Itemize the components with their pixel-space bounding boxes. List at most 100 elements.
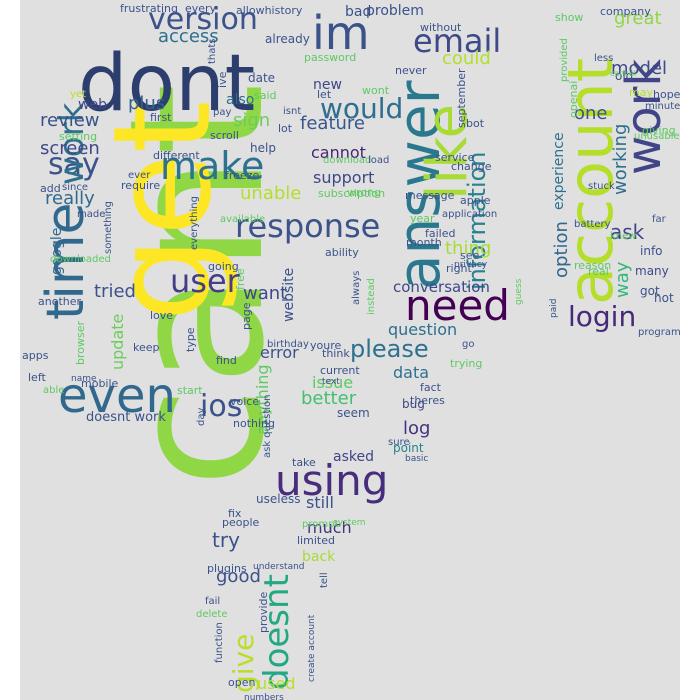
- cloud-word: something: [103, 201, 114, 254]
- cloud-word: freeze: [225, 169, 260, 182]
- cloud-word: way: [612, 261, 633, 298]
- cloud-word: create account: [307, 614, 317, 682]
- cloud-word: current: [320, 364, 360, 377]
- cloud-word: theres: [410, 394, 445, 407]
- cloud-word: point: [393, 441, 424, 455]
- cloud-word: access: [158, 26, 219, 47]
- cloud-word: downloaded: [50, 254, 111, 265]
- cloud-word: delete: [196, 609, 228, 620]
- cloud-word: nothing: [233, 417, 275, 430]
- cloud-word: download: [323, 155, 372, 166]
- cloud-word: start: [177, 384, 203, 397]
- cloud-word: limited: [297, 534, 335, 547]
- cloud-word: also: [226, 92, 255, 108]
- cloud-word: email: [413, 22, 502, 60]
- cloud-word: old: [615, 69, 634, 83]
- cloud-background: [20, 0, 680, 700]
- cloud-word: love: [150, 309, 174, 322]
- cloud-word: application: [442, 209, 498, 220]
- cloud-word: different: [153, 149, 200, 162]
- cloud-word: need: [405, 281, 510, 330]
- cloud-word: say: [48, 147, 100, 182]
- cloud-word: feature: [300, 113, 365, 134]
- cloud-word: issue: [312, 373, 354, 392]
- cloud-word: real: [588, 265, 609, 278]
- cloud-word: im: [312, 6, 370, 60]
- cloud-word: unusable: [634, 131, 680, 142]
- cloud-word: used: [257, 674, 296, 693]
- cloud-word: system: [333, 518, 366, 528]
- cloud-word: month: [406, 236, 442, 249]
- cloud-word: openai: [567, 80, 580, 118]
- cloud-word: using: [275, 456, 389, 505]
- cloud-word: understand: [253, 562, 305, 572]
- cloud-word: hope: [653, 88, 681, 101]
- cloud-word: plugins: [207, 562, 247, 575]
- cloud-word: company: [600, 5, 651, 18]
- cloud-word: name: [71, 374, 97, 384]
- cloud-word: battery: [574, 219, 611, 230]
- cloud-word: bad: [345, 4, 372, 20]
- cloud-word: browser: [74, 320, 87, 365]
- cloud-word: available: [220, 214, 266, 225]
- cloud-word: may: [629, 86, 653, 99]
- cloud-word: info: [640, 244, 663, 258]
- cloud-word: date: [248, 71, 276, 85]
- cloud-word: require: [121, 179, 161, 192]
- cloud-word: seem: [337, 406, 370, 420]
- cloud-word: would: [320, 92, 404, 125]
- cloud-word: problem: [366, 3, 424, 19]
- cloud-word: back: [302, 549, 336, 565]
- cloud-word: message: [405, 189, 455, 202]
- cloud-word: scroll: [210, 129, 239, 142]
- cloud-word: could: [442, 48, 491, 69]
- cloud-word: data: [393, 363, 430, 382]
- cloud-word: cannot: [311, 143, 366, 162]
- cloud-word: google: [49, 227, 65, 275]
- cloud-word: one: [574, 103, 608, 124]
- cloud-word: basic: [405, 454, 429, 464]
- cloud-word: screen: [40, 138, 100, 159]
- cloud-word: guess: [514, 278, 524, 305]
- cloud-word: never: [395, 64, 427, 77]
- cloud-word: change: [451, 160, 492, 173]
- cloud-word: apps: [22, 349, 49, 362]
- cloud-word: web: [78, 97, 107, 113]
- cloud-word: great: [614, 8, 662, 29]
- cloud-word: new: [313, 77, 342, 93]
- cloud-word: fix: [228, 507, 242, 520]
- cloud-word: failed: [425, 227, 456, 240]
- cloud-word: take: [292, 456, 316, 469]
- cloud-word: see: [460, 249, 480, 262]
- cloud-word: type: [184, 327, 197, 352]
- cloud-word: option: [551, 221, 572, 278]
- cloud-word: better: [301, 388, 357, 409]
- cloud-word: error: [260, 343, 299, 362]
- cloud-word: ask: [610, 220, 645, 244]
- cloud-word: find: [216, 354, 237, 367]
- cloud-word: fail: [205, 596, 221, 607]
- cloud-word: bug: [402, 397, 425, 411]
- cloud-word: trying: [450, 357, 483, 370]
- cloud-word: everything: [189, 196, 200, 250]
- cloud-word: mobile: [81, 377, 119, 390]
- cloud-word: go: [462, 339, 475, 350]
- cloud-word: giving: [642, 124, 676, 137]
- cloud-word: tried: [94, 281, 136, 302]
- cloud-word: help: [250, 141, 276, 155]
- cloud-word: log: [403, 418, 431, 439]
- cloud-word: got: [640, 284, 660, 298]
- cloud-word: made: [77, 209, 106, 220]
- cloud-word: said: [254, 89, 277, 102]
- cloud-word: instead: [366, 278, 377, 315]
- cloud-word: without: [420, 21, 462, 34]
- cloud-word: doesnt work: [86, 410, 166, 425]
- cloud-word: program: [638, 327, 681, 338]
- cloud-word: asked: [333, 449, 374, 465]
- cloud-word: ever: [128, 170, 151, 181]
- cloud-word: website: [281, 267, 297, 322]
- cloud-word: even: [58, 368, 176, 424]
- cloud-word: right: [446, 262, 472, 275]
- cloud-word: numbers: [244, 693, 284, 700]
- cloud-word: first: [150, 111, 172, 124]
